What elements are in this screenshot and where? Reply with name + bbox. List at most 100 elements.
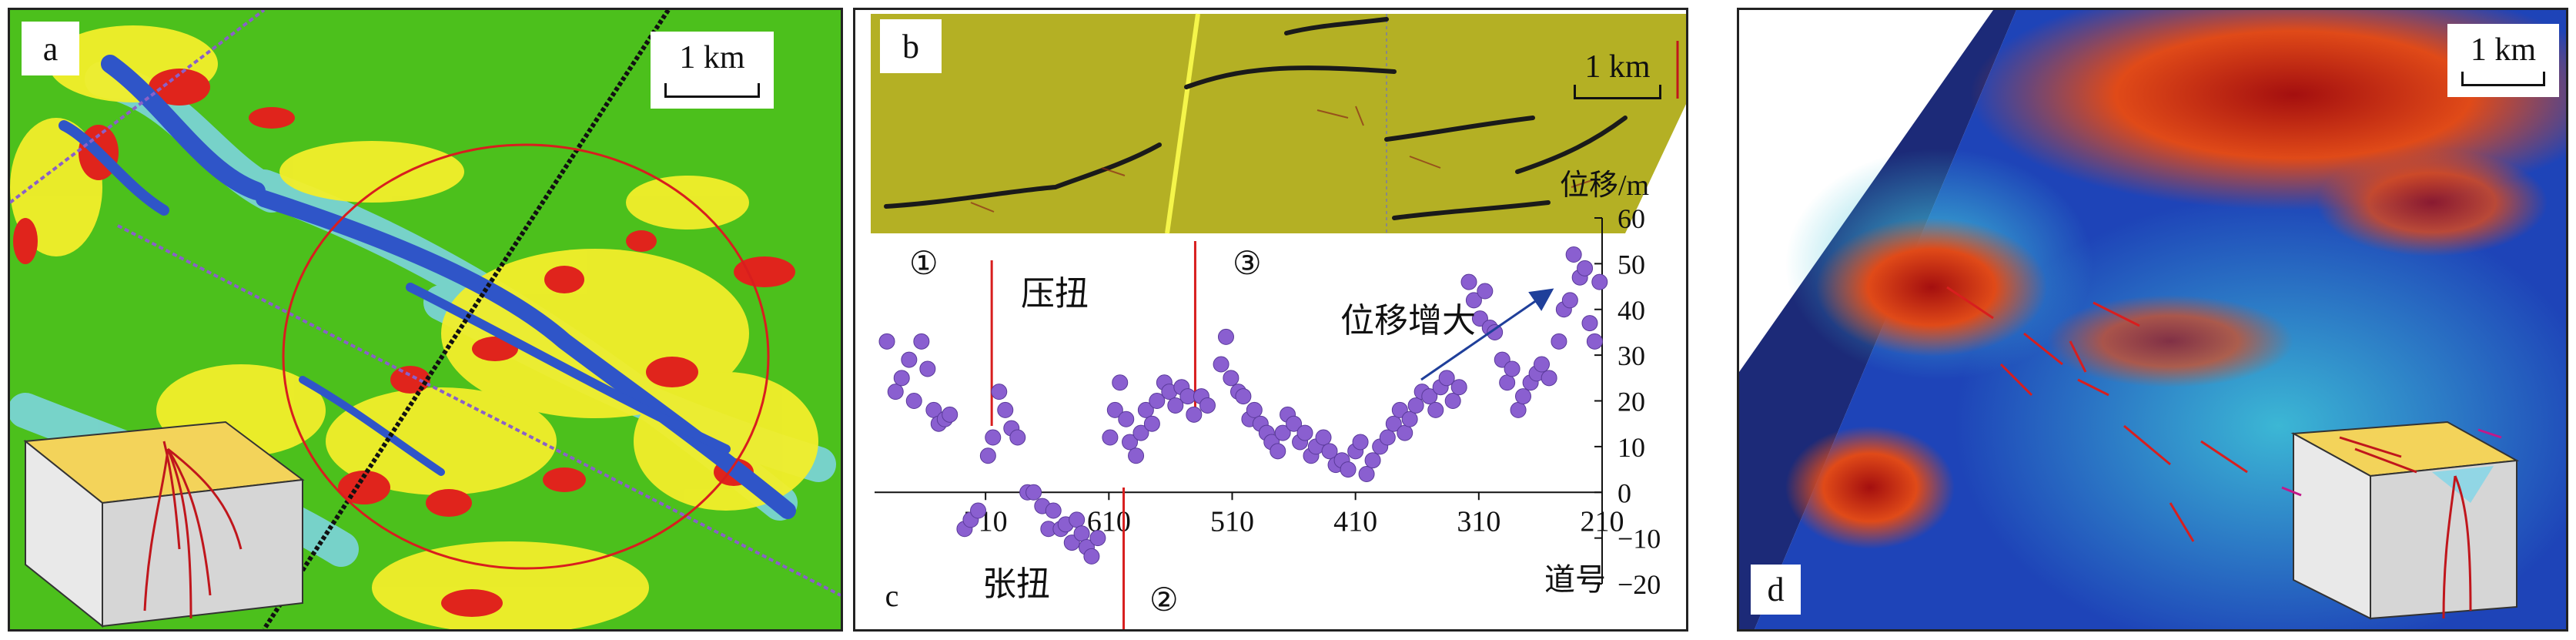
highlight-circle — [282, 143, 770, 570]
data-point — [1296, 424, 1313, 441]
x-tick-label: 210 — [1581, 505, 1624, 538]
tensional-label: 张扭 — [982, 565, 1050, 603]
displacement-points — [878, 246, 1608, 565]
panel-b-small-fractures — [970, 106, 1595, 213]
data-point — [1045, 502, 1062, 519]
panel-a-scale-text: 1 km — [679, 40, 745, 75]
data-point — [1421, 388, 1438, 405]
panel-b-scale-bar: 1 km — [1560, 41, 1675, 110]
data-point — [905, 393, 922, 409]
data-point — [1128, 447, 1145, 464]
data-point — [878, 333, 895, 350]
data-point — [985, 429, 1002, 446]
yellow-patches — [10, 25, 818, 629]
panel-a-scale-line — [664, 83, 760, 98]
data-point — [1444, 393, 1461, 409]
panel-d-hot-zone-5 — [2317, 149, 2548, 256]
y-tick-label: −20 — [1618, 569, 1661, 600]
data-point — [1487, 323, 1504, 340]
panel-d-hot-zone-2 — [1816, 218, 2047, 357]
y-tick-label: 40 — [1618, 295, 1645, 326]
panel-b-scale-line — [1574, 85, 1661, 99]
x-axis-label: 道号 — [1544, 562, 1606, 597]
data-point — [887, 384, 904, 400]
panel-bc: 710 610 510 410 310 210 60 50 40 30 20 10 0 −10 −20 位移… — [853, 8, 1688, 632]
data-point — [1460, 273, 1477, 290]
panel-d-image — [1739, 10, 2566, 629]
block-diagram-d — [2281, 421, 2520, 620]
data-point — [1009, 429, 1026, 446]
y-tick-label: 50 — [1618, 249, 1645, 280]
data-point — [1235, 388, 1252, 405]
panel-c-label: c — [875, 576, 909, 615]
data-point — [1149, 393, 1166, 409]
data-point — [1143, 415, 1160, 432]
data-point — [1407, 397, 1424, 414]
panel-d-scale-line — [2461, 72, 2545, 86]
data-point — [1364, 452, 1381, 469]
data-point — [1352, 434, 1369, 451]
data-point — [1534, 356, 1551, 373]
data-point — [1438, 370, 1455, 387]
data-point — [1450, 379, 1467, 396]
data-point — [1112, 374, 1129, 391]
panel-d-scale-text: 1 km — [2470, 32, 2537, 68]
data-point — [1179, 388, 1196, 405]
panel-b-yellow-line — [1165, 13, 1200, 234]
x-tick-label: 410 — [1333, 505, 1377, 538]
x-tick-label: 510 — [1210, 505, 1254, 538]
data-point — [1581, 315, 1598, 332]
data-point — [1551, 333, 1567, 350]
data-point — [1561, 292, 1578, 309]
panel-d-fault-segments — [1946, 286, 2248, 542]
data-point — [1514, 388, 1531, 405]
data-point — [1340, 461, 1357, 478]
data-point — [991, 384, 1008, 400]
seismic-profile-line — [262, 10, 671, 629]
data-point — [1217, 328, 1234, 345]
panel-a-scale-bar: 1 km — [651, 32, 774, 109]
data-point — [919, 360, 936, 377]
data-point — [1223, 370, 1239, 387]
data-point — [1504, 360, 1521, 377]
panel-d-scale-bar: 1 km — [2447, 24, 2559, 97]
data-point — [1270, 443, 1286, 460]
panel-d-attribute-map: d 1 km — [1737, 8, 2568, 632]
data-point — [1274, 424, 1291, 441]
marker-1-label: ① — [909, 246, 938, 282]
marker-3-label: ③ — [1233, 246, 1262, 282]
data-point — [1089, 530, 1106, 547]
y-axis-label: 位移/m — [1560, 169, 1649, 202]
data-point — [997, 401, 1014, 418]
data-point — [1465, 292, 1482, 309]
y-tick-label: 60 — [1618, 203, 1645, 234]
block-diagram-a — [23, 421, 305, 628]
data-point — [1118, 410, 1135, 427]
data-point — [1083, 548, 1100, 565]
compressional-label: 压扭 — [1021, 275, 1089, 313]
panel-a-label: a — [22, 22, 79, 75]
panel-b-scale-text: 1 km — [1584, 49, 1651, 85]
data-point — [1106, 401, 1123, 418]
data-point — [1586, 333, 1603, 350]
data-point — [1577, 260, 1594, 276]
data-point — [1167, 397, 1184, 414]
data-point — [1199, 397, 1216, 414]
data-point — [1315, 429, 1332, 446]
y-tick-label: 20 — [1618, 387, 1645, 417]
y-tick-label: 0 — [1618, 477, 1631, 508]
panel-b-label: b — [880, 19, 942, 73]
data-point — [1379, 429, 1396, 446]
data-point — [1541, 370, 1557, 387]
data-point — [1102, 429, 1119, 446]
increase-arrow — [1420, 288, 1554, 381]
panel-d-hot-zone-4 — [2047, 295, 2293, 387]
data-point — [1286, 415, 1303, 432]
data-point — [979, 447, 996, 464]
y-tick-label: 10 — [1618, 432, 1645, 463]
data-point — [1132, 424, 1149, 441]
data-point — [901, 351, 918, 368]
